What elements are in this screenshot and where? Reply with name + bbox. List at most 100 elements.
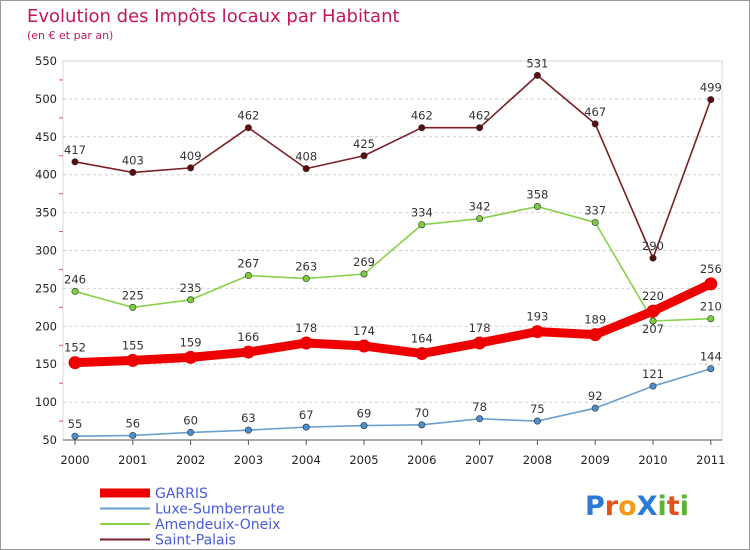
- data-label-saint-palais: 409: [180, 149, 202, 163]
- proxiti-logo: ProXiti: [585, 491, 689, 522]
- chart-title: Evolution des Impôts locaux par Habitant: [27, 6, 400, 27]
- y-tick-label: 400: [35, 168, 57, 182]
- data-point-amendeuix-oneix: [244, 272, 252, 280]
- x-tick-label: 2004: [292, 453, 321, 467]
- legend: GARRISLuxe-SumberrauteAmendeuix-OneixSai…: [100, 486, 285, 549]
- data-label-garris: 152: [64, 341, 86, 355]
- series-group: [68, 71, 718, 440]
- data-label-saint-palais: 462: [237, 109, 259, 123]
- data-label-luxe-sumberraute: 144: [700, 350, 722, 364]
- data-point-saint-palais: [244, 124, 252, 132]
- x-tick-label: 2003: [234, 453, 263, 467]
- data-point-garris: [68, 356, 82, 370]
- data-point-amendeuix-oneix: [707, 315, 715, 323]
- data-point-garris: [184, 350, 198, 364]
- data-point-luxe-sumberraute: [418, 421, 426, 429]
- legend-label-amendeuix-oneix: Amendeuix-Oneix: [155, 517, 280, 533]
- data-label-luxe-sumberraute: 121: [642, 367, 664, 381]
- data-label-amendeuix-oneix: 334: [411, 206, 433, 220]
- data-point-luxe-sumberraute: [707, 365, 715, 373]
- y-tick-label: 50: [42, 433, 57, 447]
- data-point-garris: [704, 277, 718, 291]
- data-label-luxe-sumberraute: 69: [357, 407, 372, 421]
- y-tick-label: 450: [35, 130, 57, 144]
- data-label-luxe-sumberraute: 92: [588, 389, 603, 403]
- data-point-saint-palais: [533, 71, 541, 79]
- logo-letter: X: [637, 491, 658, 522]
- data-point-luxe-sumberraute: [244, 426, 252, 434]
- data-point-luxe-sumberraute: [591, 404, 599, 412]
- data-label-saint-palais: 417: [64, 143, 86, 157]
- x-tick-label: 2011: [696, 453, 725, 467]
- data-label-garris: 174: [353, 324, 375, 338]
- legend-label-luxe-sumberraute: Luxe-Sumberraute: [155, 502, 285, 518]
- data-point-saint-palais: [129, 168, 137, 176]
- x-tick-label: 2009: [581, 453, 610, 467]
- data-label-amendeuix-oneix: 358: [526, 188, 548, 202]
- y-tick-label: 150: [35, 357, 57, 371]
- data-point-garris: [588, 328, 602, 342]
- data-point-amendeuix-oneix: [187, 296, 195, 304]
- data-label-amendeuix-oneix: 235: [180, 281, 202, 295]
- data-label-garris: 166: [237, 330, 259, 344]
- data-point-garris: [357, 339, 371, 353]
- data-point-luxe-sumberraute: [360, 422, 368, 430]
- data-point-garris: [415, 347, 429, 361]
- data-point-garris: [473, 336, 487, 350]
- data-label-luxe-sumberraute: 56: [125, 416, 140, 430]
- data-label-saint-palais: 467: [584, 105, 606, 119]
- data-label-amendeuix-oneix: 342: [469, 200, 491, 214]
- data-point-amendeuix-oneix: [302, 275, 310, 283]
- data-label-saint-palais: 462: [469, 109, 491, 123]
- logo-letter: t: [667, 491, 680, 522]
- data-label-garris: 178: [295, 321, 317, 335]
- data-point-amendeuix-oneix: [129, 303, 137, 311]
- data-point-luxe-sumberraute: [533, 417, 541, 425]
- data-label-luxe-sumberraute: 55: [68, 417, 83, 431]
- x-tick-label: 2008: [523, 453, 552, 467]
- data-point-luxe-sumberraute: [71, 432, 79, 440]
- logo-letter: P: [585, 491, 605, 522]
- data-point-luxe-sumberraute: [476, 415, 484, 423]
- logo-letter: r: [605, 491, 619, 522]
- data-point-garris: [530, 325, 544, 339]
- y-tick-label: 300: [35, 244, 57, 258]
- data-point-saint-palais: [476, 124, 484, 132]
- x-tick-label: 2000: [60, 453, 89, 467]
- series-line-luxe-sumberraute: [74, 367, 712, 438]
- series-line-garris: [70, 279, 716, 368]
- axes: 50 100 150 200 250 300 350 400 450 500 550 2000 2001…: [35, 54, 725, 467]
- data-point-luxe-sumberraute: [649, 382, 657, 390]
- data-label-luxe-sumberraute: 78: [472, 400, 487, 414]
- data-point-saint-palais: [591, 120, 599, 128]
- data-point-garris: [241, 345, 255, 359]
- chart-subtitle: (en € et par an): [27, 29, 113, 42]
- data-label-garris: 193: [526, 310, 548, 324]
- data-point-amendeuix-oneix: [533, 203, 541, 211]
- data-point-luxe-sumberraute: [302, 423, 310, 431]
- data-point-amendeuix-oneix: [71, 287, 79, 295]
- y-tick-label: 250: [35, 281, 57, 295]
- data-point-amendeuix-oneix: [649, 317, 657, 325]
- logo-letter: i: [680, 491, 689, 522]
- y-tick-label: 500: [35, 92, 57, 106]
- logo-letter: o: [618, 491, 637, 522]
- data-point-saint-palais: [418, 124, 426, 132]
- data-point-saint-palais: [302, 165, 310, 173]
- data-label-garris: 220: [642, 289, 664, 303]
- y-tick-label: 100: [35, 395, 57, 409]
- data-point-saint-palais: [649, 254, 657, 262]
- data-point-saint-palais: [187, 164, 195, 172]
- legend-label-garris: GARRIS: [155, 486, 208, 502]
- data-point-amendeuix-oneix: [476, 215, 484, 223]
- data-label-amendeuix-oneix: 210: [700, 300, 722, 314]
- data-label-luxe-sumberraute: 70: [414, 406, 429, 420]
- logo-letter: i: [658, 491, 667, 522]
- data-point-garris: [126, 353, 140, 367]
- data-label-garris: 189: [584, 313, 606, 327]
- series-line-amendeuix-oneix: [74, 205, 712, 322]
- data-label-saint-palais: 408: [295, 150, 317, 164]
- x-tick-label: 2007: [465, 453, 494, 467]
- data-label-amendeuix-oneix: 263: [295, 260, 317, 274]
